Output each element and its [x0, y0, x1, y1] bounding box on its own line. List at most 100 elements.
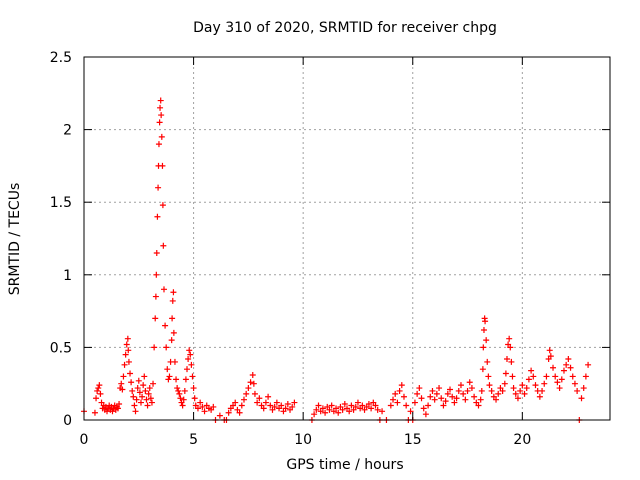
data-point [188, 361, 195, 368]
data-point [225, 409, 232, 416]
data-point [158, 112, 165, 119]
y-axis-label: SRMTID / TECUs [7, 183, 23, 296]
data-point [560, 367, 567, 374]
data-point [539, 387, 546, 394]
data-point [475, 402, 482, 409]
data-point [379, 408, 386, 415]
data-point [185, 356, 192, 363]
data-point [249, 371, 256, 378]
data-point [128, 379, 135, 386]
data-point [444, 390, 451, 397]
y-tick-label: 2 [63, 123, 72, 139]
data-point [168, 337, 175, 344]
data-point [238, 402, 245, 409]
data-point [482, 318, 489, 325]
data-point [133, 396, 140, 403]
data-point [493, 396, 500, 403]
data-point [176, 390, 183, 397]
data-point [134, 385, 141, 392]
data-point [447, 386, 454, 393]
data-point [352, 403, 359, 410]
data-point [180, 396, 187, 403]
data-point [157, 104, 164, 111]
data-point [150, 380, 157, 387]
data-point [170, 329, 177, 336]
data-point [127, 370, 134, 377]
data-point [315, 402, 322, 409]
data-point [129, 387, 136, 394]
data-point [418, 395, 425, 402]
data-point [359, 402, 366, 409]
data-point [182, 376, 189, 383]
data-point [442, 398, 449, 405]
data-point [152, 293, 159, 300]
data-point [468, 385, 475, 392]
data-points [81, 97, 592, 423]
data-point [480, 326, 487, 333]
data-point [571, 380, 578, 387]
data-point [368, 405, 375, 412]
data-point [260, 405, 267, 412]
data-point [484, 358, 491, 365]
data-point [556, 385, 563, 392]
data-point [387, 402, 394, 409]
data-point [339, 406, 346, 413]
data-point [514, 395, 521, 402]
y-tick-label: 0.5 [50, 340, 72, 356]
data-point [199, 403, 206, 410]
data-point [578, 395, 585, 402]
x-tick-label: 0 [80, 432, 89, 448]
data-point [130, 393, 137, 400]
data-point [289, 403, 296, 410]
data-point [541, 380, 548, 387]
data-point [157, 97, 164, 104]
data-point [284, 401, 291, 408]
data-point [372, 402, 379, 409]
data-point [507, 344, 514, 351]
data-point [160, 286, 167, 293]
data-point [163, 344, 170, 351]
y-tick-label: 1 [63, 268, 72, 284]
data-point [348, 402, 355, 409]
data-point [519, 382, 526, 389]
data-point [189, 373, 196, 380]
data-point [251, 390, 258, 397]
data-point [390, 396, 397, 403]
data-point [232, 399, 239, 406]
data-point [528, 367, 535, 374]
data-point [262, 399, 269, 406]
data-point [509, 373, 516, 380]
data-point [313, 406, 320, 413]
data-point [451, 399, 458, 406]
x-tick-label: 20 [513, 432, 531, 448]
data-point [407, 408, 414, 415]
data-point [186, 347, 193, 354]
data-point [97, 390, 104, 397]
data-point [125, 358, 132, 365]
data-point [580, 385, 587, 392]
data-point [166, 373, 173, 380]
data-point [374, 406, 381, 413]
data-point [495, 390, 502, 397]
data-point [547, 353, 554, 360]
data-point [135, 377, 142, 384]
data-point [146, 385, 153, 392]
data-point [245, 385, 252, 392]
data-point [170, 289, 177, 296]
data-point [153, 271, 160, 278]
data-point [243, 390, 250, 397]
data-point [91, 409, 98, 416]
data-point [585, 361, 592, 368]
data-point [121, 361, 128, 368]
data-point [510, 385, 517, 392]
data-point [254, 399, 261, 406]
data-point [174, 385, 181, 392]
data-point [191, 395, 198, 402]
data-point [502, 370, 509, 377]
data-point [291, 399, 298, 406]
data-point [427, 393, 434, 400]
data-point [271, 403, 278, 410]
data-point [142, 387, 149, 394]
data-point [416, 385, 423, 392]
